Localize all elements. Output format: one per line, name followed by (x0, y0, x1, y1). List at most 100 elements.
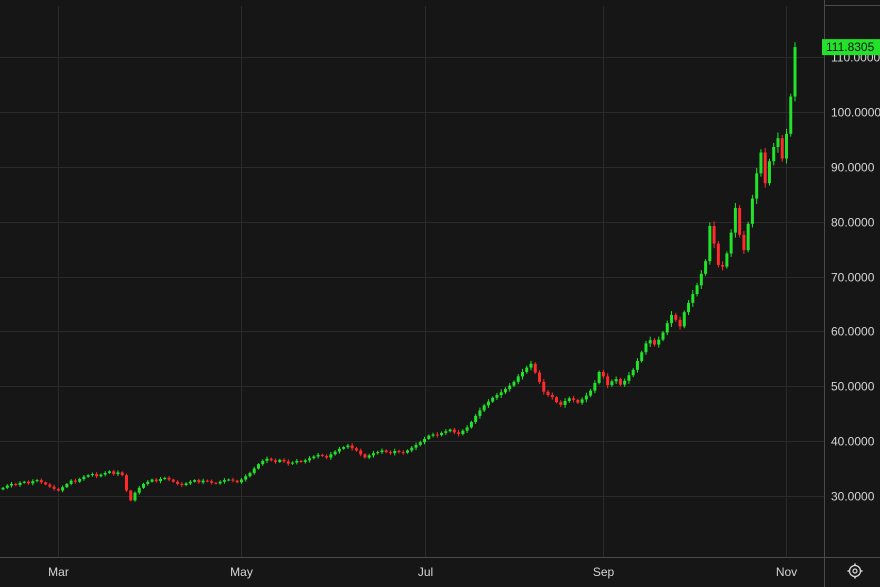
candle[interactable] (73, 478, 77, 484)
candle[interactable] (635, 358, 639, 373)
candle[interactable] (414, 442, 418, 451)
candle[interactable] (640, 350, 644, 363)
candle[interactable] (593, 380, 597, 394)
candle[interactable] (520, 368, 524, 380)
candle[interactable] (397, 449, 401, 454)
candle[interactable] (82, 475, 86, 481)
candle[interactable] (580, 397, 584, 405)
candle[interactable] (486, 399, 490, 408)
gear-icon[interactable] (847, 563, 863, 579)
candle[interactable] (695, 282, 699, 297)
candle[interactable] (35, 478, 39, 483)
candle[interactable] (346, 443, 350, 449)
candle[interactable] (546, 390, 550, 397)
candle[interactable] (699, 270, 703, 289)
candle[interactable] (120, 471, 124, 477)
candle[interactable] (491, 396, 495, 403)
candle[interactable] (776, 132, 780, 153)
candle[interactable] (265, 456, 269, 464)
candle[interactable] (725, 251, 729, 269)
candle[interactable] (597, 370, 601, 385)
candle[interactable] (371, 450, 375, 458)
candle[interactable] (210, 479, 214, 485)
candle[interactable] (563, 398, 567, 408)
candle[interactable] (559, 400, 563, 407)
candle[interactable] (670, 311, 674, 327)
candle[interactable] (589, 388, 593, 398)
candle[interactable] (401, 450, 405, 455)
candle[interactable] (682, 310, 686, 329)
candle[interactable] (363, 453, 367, 459)
candle[interactable] (716, 241, 720, 268)
candle[interactable] (256, 463, 260, 470)
candle[interactable] (742, 230, 746, 255)
candle[interactable] (614, 376, 618, 384)
candle[interactable] (610, 379, 614, 387)
candle[interactable] (567, 396, 571, 403)
candle[interactable] (733, 202, 737, 238)
candle[interactable] (529, 360, 533, 371)
candle[interactable] (708, 222, 712, 265)
candle[interactable] (687, 299, 691, 316)
candle[interactable] (555, 395, 559, 404)
candle[interactable] (440, 431, 444, 437)
candle[interactable] (218, 480, 222, 485)
candle[interactable] (691, 290, 695, 307)
candle[interactable] (248, 471, 252, 478)
candle[interactable] (286, 459, 290, 466)
candle[interactable] (423, 436, 427, 445)
candle[interactable] (538, 370, 542, 385)
candle[interactable] (107, 470, 111, 474)
candle[interactable] (133, 491, 137, 502)
candle[interactable] (738, 205, 742, 238)
candle[interactable] (503, 387, 507, 395)
candle[interactable] (618, 377, 622, 386)
candle[interactable] (10, 481, 14, 488)
candle[interactable] (772, 142, 776, 166)
candle[interactable] (316, 452, 320, 459)
candle[interactable] (474, 413, 478, 424)
candle[interactable] (61, 485, 65, 493)
candle[interactable] (252, 466, 256, 475)
candle[interactable] (171, 478, 175, 483)
candle[interactable] (729, 229, 733, 257)
candle[interactable] (320, 453, 324, 457)
price-axis[interactable]: 30.0000 40.0000 50.0000 60.0000 70.0000 80.00… (831, 51, 880, 504)
candle[interactable] (129, 489, 133, 502)
candle[interactable] (325, 454, 329, 460)
candle[interactable] (150, 478, 154, 483)
candle[interactable] (78, 477, 82, 483)
candle[interactable] (572, 395, 576, 403)
candle[interactable] (601, 369, 605, 379)
candle[interactable] (452, 427, 456, 435)
candle[interactable] (406, 449, 410, 454)
candle[interactable] (376, 450, 380, 455)
time-axis[interactable]: MarMayJulSepNov2026 (48, 565, 880, 579)
candle[interactable] (52, 484, 56, 491)
candle[interactable] (86, 474, 90, 478)
candle[interactable] (631, 367, 635, 378)
candle[interactable] (214, 481, 218, 485)
candle[interactable] (533, 362, 537, 374)
candle[interactable] (542, 378, 546, 395)
candle[interactable] (342, 446, 346, 450)
candle[interactable] (337, 446, 341, 454)
candle[interactable] (188, 480, 192, 486)
candle[interactable] (124, 473, 128, 493)
candle[interactable] (103, 471, 107, 477)
candle[interactable] (576, 398, 580, 405)
candle[interactable] (444, 429, 448, 436)
candle[interactable] (648, 336, 652, 347)
candle[interactable] (465, 425, 469, 433)
candle[interactable] (312, 455, 316, 460)
candle[interactable] (116, 470, 120, 477)
candle[interactable] (244, 474, 248, 482)
candle[interactable] (329, 452, 333, 460)
candle[interactable] (269, 457, 273, 462)
candle[interactable] (367, 453, 371, 460)
candle[interactable] (606, 373, 610, 389)
candle[interactable] (644, 340, 648, 355)
candle[interactable] (354, 446, 358, 452)
